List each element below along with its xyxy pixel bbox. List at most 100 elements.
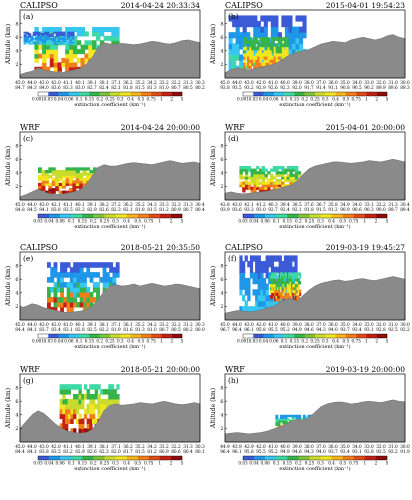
aerosol-cell	[45, 66, 51, 72]
aerosol-cell	[251, 49, 254, 54]
aerosol-cell	[228, 54, 233, 61]
panel-source-label: WRF	[20, 365, 40, 374]
aerosol-cell	[267, 59, 271, 63]
aerosol-cell	[288, 21, 293, 28]
aerosol-cell	[82, 167, 87, 171]
aerosol-cell	[73, 267, 78, 273]
aerosol-cell	[92, 296, 97, 303]
aerosol-cell	[290, 286, 293, 291]
aerosol-cell	[267, 49, 271, 54]
latitude-tick-label: 40.1	[75, 323, 85, 328]
aerosol-cell	[73, 413, 77, 420]
aerosol-cell	[247, 186, 252, 190]
aerosol-cell	[73, 398, 77, 405]
aerosol-cell	[268, 277, 272, 285]
aerosol-cell	[89, 296, 94, 303]
aerosol-cell	[292, 173, 296, 177]
panel-source-label: CALIPSO	[225, 1, 263, 10]
aerosol-cell	[95, 27, 101, 33]
panel-letter: (d)	[228, 134, 239, 143]
aerosol-cell	[64, 39, 68, 41]
aerosol-cell	[86, 175, 91, 179]
aerosol-cell	[284, 421, 288, 425]
aerosol-cell	[69, 282, 74, 288]
aerosol-cell	[89, 277, 94, 283]
aerosol-cell	[289, 420, 293, 423]
aerosol-cell	[48, 37, 52, 40]
aerosol-cell	[265, 294, 269, 302]
aerosol-cell	[76, 31, 82, 37]
aerosol-cell	[239, 181, 243, 185]
aerosol-cell	[105, 277, 110, 283]
aerosol-cell	[55, 180, 60, 184]
latitude-tick-label: 32.3	[171, 203, 181, 208]
colorbar-tick-label: 0.75	[144, 219, 154, 224]
aerosol-cell	[279, 43, 283, 48]
latitude-tick-label: 37.0	[316, 445, 326, 450]
aerosol-cell	[92, 408, 96, 415]
aerosol-cell	[242, 261, 246, 268]
aerosol-cell	[243, 46, 246, 51]
aerosol-cell	[295, 176, 299, 180]
colorbar-tick-label: 0.1	[281, 97, 288, 102]
aerosol-cell	[277, 420, 281, 423]
aerosol-cell	[256, 21, 261, 28]
aerosol-cell	[261, 168, 266, 172]
colorbar-tick-label: 0.3	[112, 461, 119, 466]
aerosol-cell	[69, 272, 74, 278]
aerosol-cell	[60, 301, 64, 308]
colorbar-tick-label: 0.04	[249, 461, 259, 466]
aerosol-cell	[94, 389, 98, 395]
aerosol-cell	[53, 49, 59, 55]
aerosol-cell	[283, 176, 288, 180]
aerosol-cell	[264, 168, 268, 172]
aerosol-cell	[96, 282, 100, 288]
aerosol-cell	[63, 272, 68, 278]
aerosol-cell	[281, 283, 284, 288]
aerosol-cell	[267, 37, 271, 41]
longitude-tick-label: 81.5	[135, 450, 145, 455]
aerosol-cell	[61, 62, 66, 68]
colorbar-tick-label: 0.3	[322, 339, 329, 344]
colorbar-tick-label: 0.5	[343, 339, 350, 344]
aerosol-cell	[276, 275, 279, 279]
y-tick-label: 6	[15, 35, 18, 41]
aerosol-cell	[69, 49, 74, 55]
aerosol-cell	[51, 188, 56, 192]
aerosol-cell	[278, 295, 281, 299]
latitude-tick-label: 31.0	[388, 81, 398, 86]
aerosol-cell	[255, 306, 259, 313]
colorbar-segment	[159, 456, 172, 460]
longitude-tick-label: 84.4	[15, 450, 25, 455]
longitude-tick-label: 92.5	[376, 450, 386, 455]
aerosol-cell	[268, 261, 272, 268]
aerosol-cell	[253, 178, 257, 183]
colorbar-segment	[287, 214, 299, 218]
latitude-tick-label: 32.2	[171, 323, 181, 328]
aerosol-cell	[66, 296, 71, 303]
aerosol-cell	[291, 32, 297, 39]
aerosol-cell	[262, 283, 267, 290]
aerosol-cell	[67, 413, 71, 420]
aerosol-cell	[291, 26, 297, 33]
aerosol-cell	[239, 15, 244, 22]
aerosol-cell	[285, 40, 289, 45]
aerosol-cell	[289, 261, 293, 268]
longitude-tick-label: 84.7	[15, 86, 25, 91]
aerosol-cell	[80, 27, 85, 33]
aerosol-cell	[257, 266, 261, 273]
aerosol-cell	[53, 36, 57, 39]
aerosol-cell	[244, 255, 248, 262]
aerosol-cell	[252, 289, 256, 296]
panel-f: CALIPSO 2019-03-19 19:45:27(f)2468Altitud…	[210, 243, 410, 350]
longitude-tick-label: 94.0	[328, 328, 338, 333]
aerosol-cell	[30, 37, 34, 40]
aerosol-cell	[272, 280, 275, 285]
latitude-tick-label: 44.0	[27, 203, 37, 208]
aerosol-cell	[270, 173, 274, 177]
aerosol-cell	[275, 171, 279, 175]
aerosol-cell	[272, 283, 275, 288]
aerosol-cell	[286, 261, 290, 268]
aerosol-cell	[67, 418, 71, 424]
aerosol-cell	[55, 31, 59, 34]
